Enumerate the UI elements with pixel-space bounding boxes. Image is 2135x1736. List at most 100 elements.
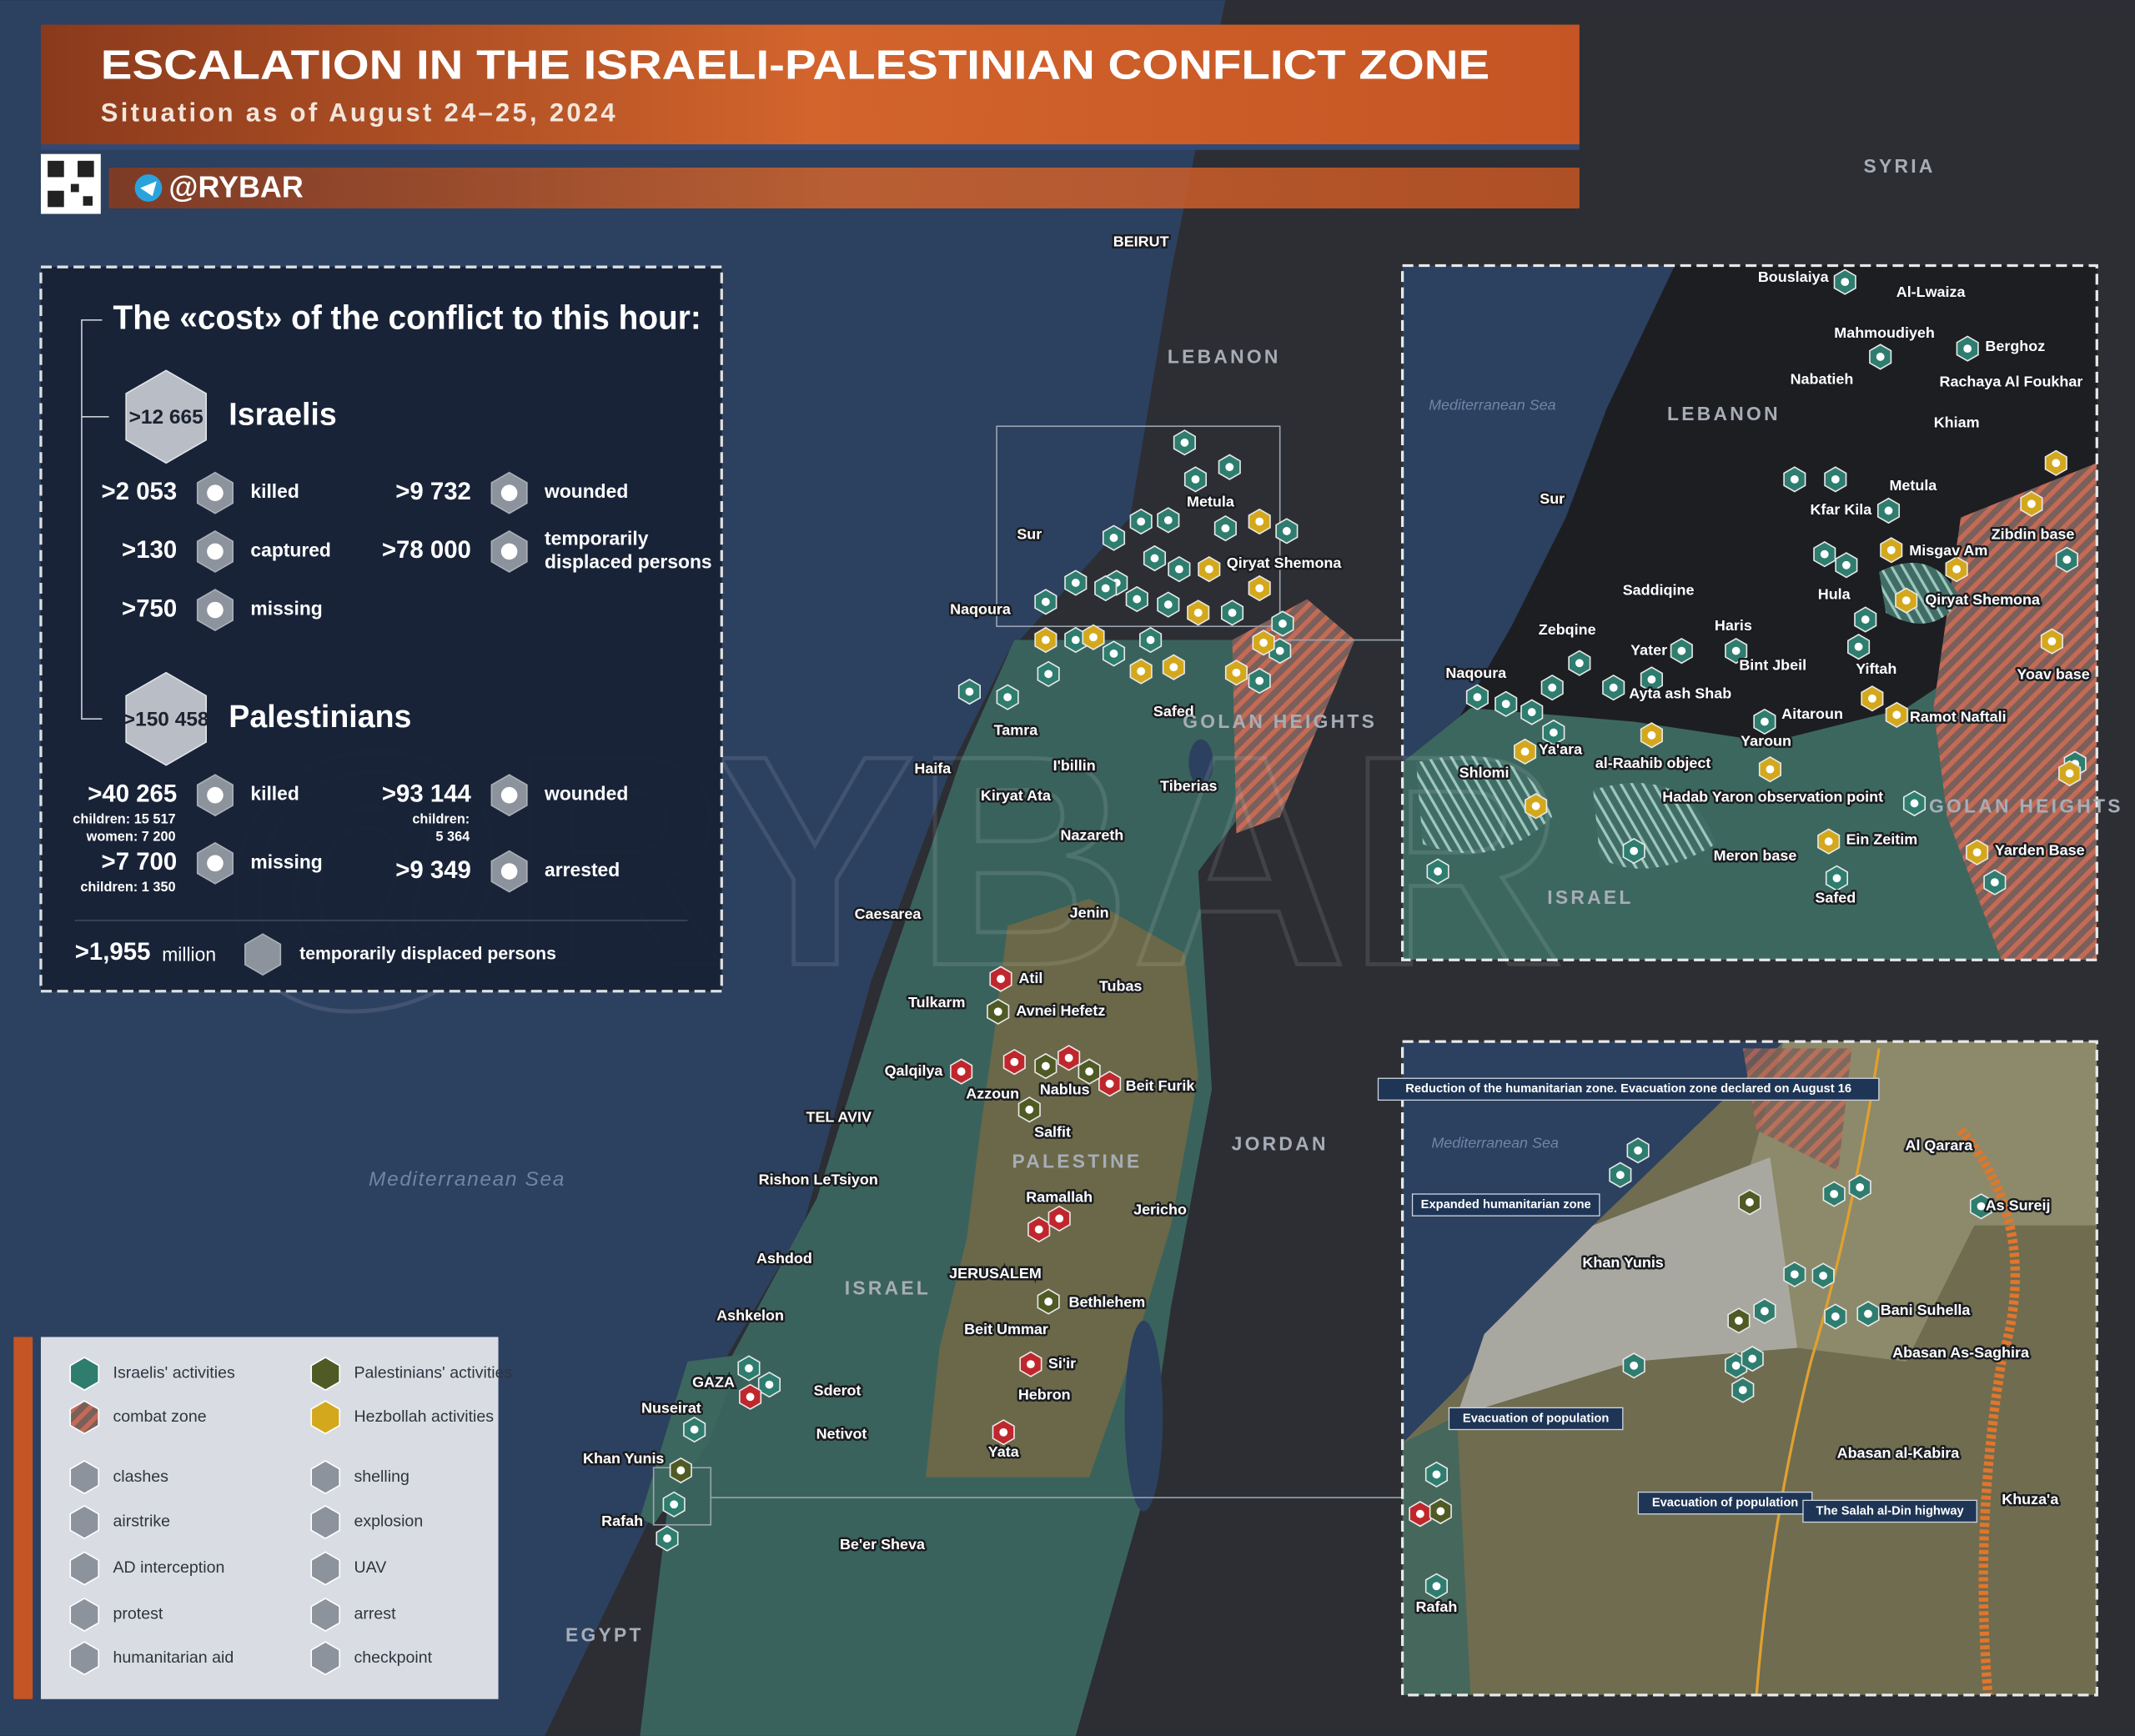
marker-glyph	[1630, 846, 1639, 855]
place-label: Atil	[1018, 970, 1042, 986]
stat-icon	[500, 484, 518, 501]
marker-glyph	[1003, 693, 1012, 701]
place-label: Rishon LeTsiyon	[759, 1171, 878, 1187]
stat-label: temporarily	[545, 528, 649, 549]
marker-glyph	[1761, 717, 1769, 726]
legend-label: Palestinians' activities	[354, 1364, 512, 1382]
marker-glyph	[670, 1500, 679, 1509]
place-label: Reduction of the humanitarian zone. Evac…	[1405, 1082, 1851, 1096]
hex-icon	[69, 1356, 100, 1392]
marker-glyph	[1901, 596, 1911, 605]
place-label: JORDAN	[1232, 1132, 1329, 1154]
place-label: As Sureij	[1986, 1197, 2051, 1213]
marker-glyph	[1824, 837, 1833, 846]
marker-glyph	[1630, 1361, 1639, 1370]
stat-label: displaced persons	[545, 550, 712, 572]
legend-label: Israelis' activities	[113, 1364, 235, 1382]
marker-glyph	[1864, 1309, 1872, 1318]
marker-glyph	[1071, 635, 1080, 645]
place-label: Expanded humanitarian zone	[1421, 1198, 1591, 1212]
place-label: Tubas	[1099, 978, 1143, 995]
place-label: Yaroun	[1741, 733, 1791, 750]
marker-glyph	[1841, 560, 1851, 569]
marker-glyph	[676, 1466, 686, 1475]
group-label: Palestinians	[229, 699, 411, 734]
place-label: Beit Furik	[1126, 1077, 1195, 1094]
legend-label: protest	[113, 1605, 163, 1623]
marker-glyph	[1819, 1272, 1828, 1280]
stat-sub: children: 1 350	[80, 880, 175, 895]
place-label: Qalqilya	[885, 1062, 944, 1079]
marker-glyph	[1163, 600, 1173, 609]
marker-glyph	[1146, 635, 1155, 645]
marker-glyph	[1193, 608, 1203, 617]
place-label: Azzoun	[966, 1086, 1019, 1102]
place-label: Al Qarara	[1906, 1137, 1974, 1154]
place-label: Khan Yunis	[1582, 1254, 1663, 1271]
hex-icon	[310, 1400, 340, 1435]
place-label: Ashkelon	[716, 1307, 784, 1324]
place-label: Nazareth	[1061, 826, 1124, 843]
marker-glyph	[765, 1380, 774, 1389]
place-label: Rachaya Al Foukhar	[1940, 374, 2083, 390]
marker-glyph	[1204, 564, 1213, 574]
place-label: Avnei Hefetz	[1016, 1002, 1105, 1019]
stat-icon	[500, 543, 518, 560]
marker-glyph	[1034, 1225, 1043, 1234]
marker-glyph	[1748, 1354, 1757, 1363]
legend-label: combat zone	[113, 1407, 207, 1426]
hex-icon	[310, 1597, 340, 1633]
place-label: Aitaroun	[1781, 705, 1843, 722]
place-label: Yarden Base	[1995, 841, 2085, 858]
hex-icon	[310, 1356, 340, 1392]
marker-glyph	[1952, 564, 1962, 574]
place-label: Evacuation of population	[1652, 1497, 1798, 1510]
marker-glyph	[1647, 675, 1656, 684]
marker-glyph	[2047, 637, 2057, 646]
subtitle: Situation as of August 24–25, 2024	[101, 98, 618, 128]
marker-glyph	[1225, 463, 1234, 472]
place-label: Metula	[1187, 493, 1235, 509]
stat-label: captured	[250, 539, 330, 560]
marker-glyph	[1109, 534, 1118, 542]
stats-panel: The «cost» of the conflict to this hour:…	[39, 265, 723, 993]
marker-glyph	[1089, 633, 1098, 642]
marker-glyph	[1790, 474, 1799, 484]
place-label: Haris	[1715, 617, 1752, 634]
place-label: Beit Ummar	[964, 1321, 1048, 1337]
stat-value: >40 265	[88, 780, 177, 807]
place-label: Ayta ash Shab	[1629, 685, 1731, 702]
place-label: Hadab Yaron observation point	[1662, 789, 1883, 805]
place-label: GAZA	[692, 1374, 735, 1391]
marker-glyph	[1820, 549, 1829, 559]
marker-glyph	[999, 1427, 1008, 1437]
place-label: Nuseirat	[641, 1400, 701, 1417]
place-label: Rafah	[601, 1513, 643, 1529]
place-label: Sur	[1540, 490, 1565, 507]
place-label: Abasan al-Kabira	[1837, 1445, 1961, 1462]
callout-box	[1411, 1193, 1600, 1217]
stat-icon	[207, 786, 224, 804]
marker-glyph	[1282, 527, 1291, 535]
stat-label: wounded	[544, 783, 628, 805]
marker-glyph	[1575, 659, 1584, 668]
place-label: Meron base	[1714, 847, 1797, 864]
marker-glyph	[1892, 710, 1901, 720]
marker-glyph	[1105, 1079, 1114, 1088]
hex-icon	[310, 1504, 340, 1540]
place-label: Be'er Sheva	[840, 1536, 926, 1553]
place-label: Mediterranean Sea	[369, 1168, 565, 1191]
stat-sub: women: 7 200	[86, 830, 176, 845]
marker-glyph	[1886, 545, 1896, 554]
hex-icon	[69, 1597, 100, 1633]
place-label: Saddiqine	[1623, 581, 1695, 598]
marker-glyph	[2062, 555, 2072, 564]
place-label: GOLAN HEIGHTS	[1183, 710, 1377, 732]
place-label: Mahmoudiyeh	[1834, 324, 1935, 341]
place-label: Nablus	[1040, 1081, 1090, 1098]
place-label: The Salah al-Din highway	[1816, 1504, 1965, 1518]
legend-label: humanitarian aid	[113, 1648, 234, 1667]
marker-glyph	[1977, 1202, 1986, 1211]
callout-box	[1377, 1077, 1880, 1101]
marker-glyph	[1731, 1361, 1741, 1370]
